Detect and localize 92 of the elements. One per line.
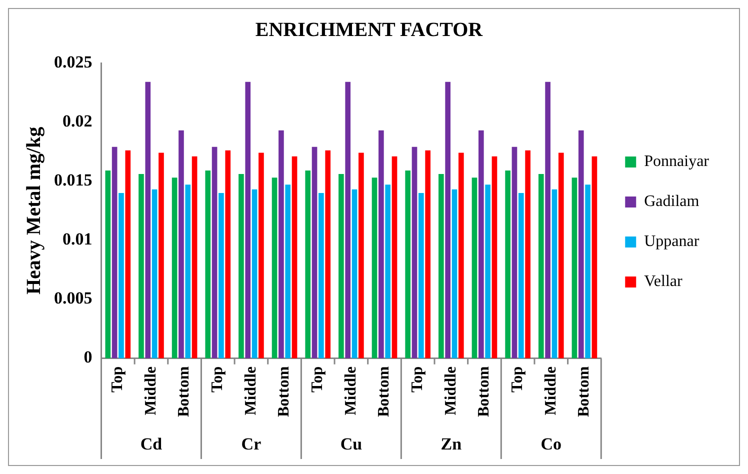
bar [105, 170, 111, 358]
bar [138, 174, 144, 358]
legend-label: Gadilam [644, 193, 700, 210]
bar [212, 146, 218, 358]
x-tick-label: Top [508, 366, 526, 392]
x-tick-label: Bottom [376, 366, 393, 417]
bar [425, 150, 430, 358]
bar [585, 184, 590, 358]
bar [572, 178, 578, 358]
bar [292, 156, 298, 358]
bar [305, 170, 311, 358]
bar [285, 184, 291, 358]
bar [405, 170, 411, 358]
text: Zn [440, 434, 462, 454]
chart-title: ENRICHMENT FACTOR [255, 19, 484, 42]
y-tick-label: 0.02 [62, 111, 92, 130]
x-tick-label: Top [109, 366, 126, 392]
bar [185, 184, 191, 358]
x-tick-label: Bottom [176, 366, 193, 417]
text: Cu [340, 434, 362, 454]
bar [452, 189, 458, 358]
bar [318, 192, 324, 358]
bar [338, 174, 344, 358]
bar [545, 82, 550, 358]
text: Co [540, 434, 562, 454]
bar [385, 184, 391, 358]
bar [372, 178, 378, 358]
x-tick-label: Middle [142, 366, 160, 416]
bar [558, 152, 564, 358]
bar [205, 170, 211, 358]
bar [272, 178, 278, 358]
bar [252, 189, 258, 358]
bar [192, 156, 198, 358]
x-tick-label: Top [209, 366, 226, 392]
x-tick-label: Middle [342, 366, 360, 416]
bar [172, 178, 178, 358]
bar [505, 170, 510, 358]
bar [438, 174, 444, 358]
legend-label: Ponnaiyar [644, 153, 710, 170]
x-tick-label: Middle [442, 366, 460, 416]
text: Cr [241, 434, 262, 454]
text: Cd [140, 434, 163, 454]
bar [392, 156, 398, 358]
x-tick-label: Middle [242, 366, 260, 416]
bar [125, 150, 131, 358]
bar [312, 146, 318, 358]
bar [492, 156, 498, 358]
bar [325, 150, 331, 358]
bar [225, 150, 231, 358]
bar [245, 82, 251, 358]
bar [238, 174, 244, 358]
bar [218, 192, 224, 358]
x-tick-label: Bottom [576, 366, 593, 417]
bar [152, 189, 158, 358]
y-tick-label: 0.01 [62, 230, 92, 249]
y-axis-title: Heavy Metal mg/kg [23, 126, 46, 295]
x-tick-label: Top [408, 366, 426, 392]
bar [472, 178, 478, 358]
bar [158, 152, 164, 358]
bar [458, 152, 464, 358]
legend-label: Uppanar [644, 233, 700, 250]
x-tick-label: Top [309, 366, 326, 392]
x-tick-label: Bottom [276, 366, 293, 417]
bar [512, 146, 518, 358]
x-tick-label: Middle [542, 366, 560, 416]
bar [578, 130, 584, 358]
bar [278, 130, 284, 358]
bar [112, 146, 118, 358]
bar [418, 192, 424, 358]
y-tick-label: 0.015 [54, 170, 92, 190]
y-tick-label: 0 [84, 348, 92, 367]
y-tick-label: 0.025 [54, 52, 92, 72]
bar [178, 130, 184, 358]
bar [445, 82, 450, 358]
bar [592, 156, 598, 358]
legend-label: Vellar [644, 273, 683, 290]
bar [378, 130, 384, 358]
bar [358, 152, 364, 358]
bar [412, 146, 418, 358]
bar [118, 192, 124, 358]
bar [478, 130, 484, 358]
bar [485, 184, 490, 358]
bar [552, 189, 558, 358]
bar [352, 189, 358, 358]
y-tick-label: 0.005 [54, 288, 92, 308]
x-tick-label: Bottom [476, 366, 493, 417]
bar [145, 82, 151, 358]
bar [345, 82, 351, 358]
bar [518, 192, 524, 358]
bar [258, 152, 264, 358]
bar [525, 150, 530, 358]
bar [538, 174, 544, 358]
